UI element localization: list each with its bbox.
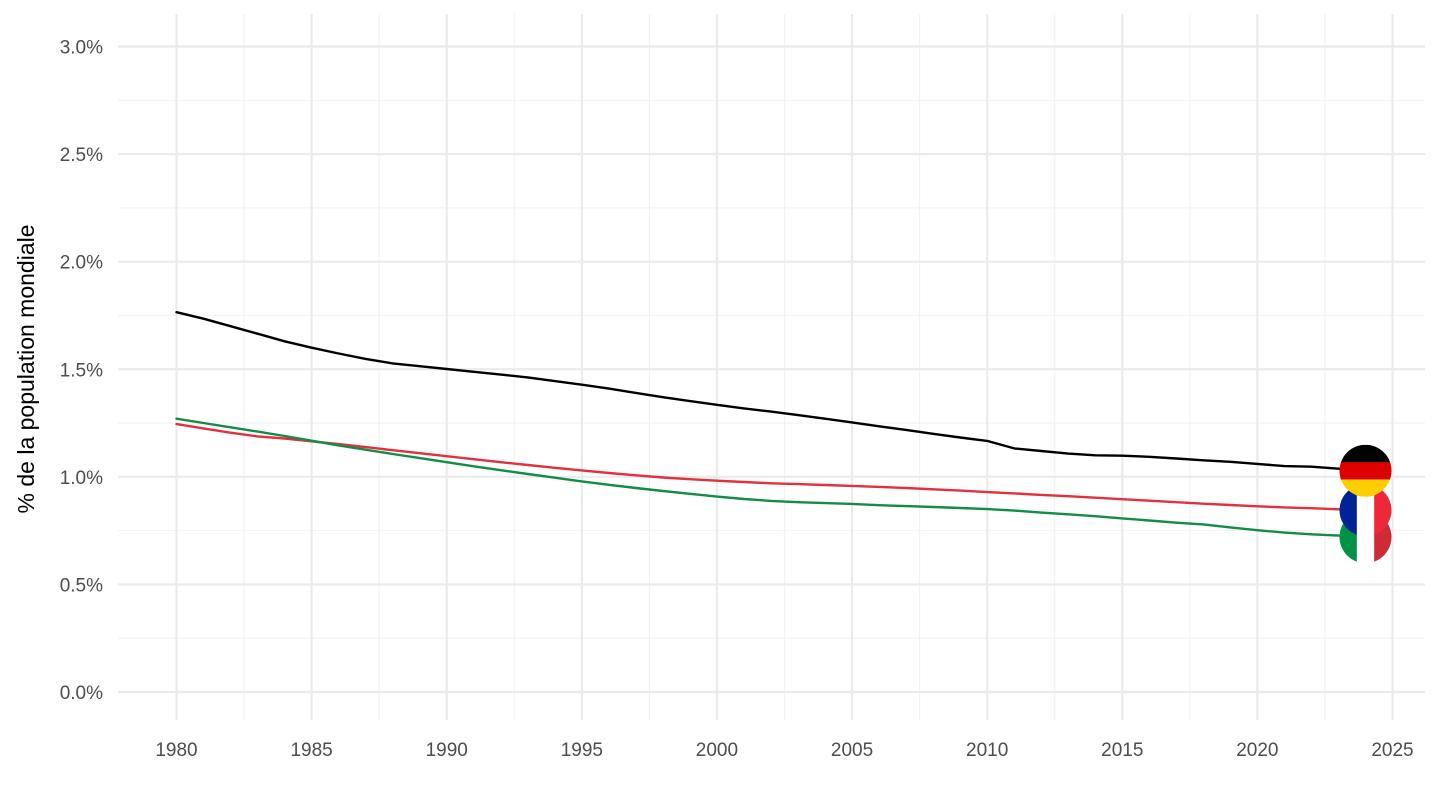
x-tick-label: 2000 [696, 740, 738, 761]
y-tick-label: 3.0% [60, 38, 103, 59]
x-axis-ticks: 1980 1985 1990 1995 2000 2005 2010 2015 2020 2025 [155, 740, 1413, 761]
flag-markers [1339, 444, 1392, 564]
x-tick-label: 1990 [426, 740, 468, 761]
x-tick-label: 1980 [155, 740, 197, 761]
x-tick-label: 2015 [1101, 740, 1143, 761]
y-axis-ticks: 0.0% 0.5% 1.0% 1.5% 2.0% 2.5% 3.0% [60, 38, 103, 705]
y-axis-title: % de la population mondiale [13, 225, 39, 514]
x-tick-label: 2005 [831, 740, 873, 761]
y-tick-label: 1.0% [60, 468, 103, 489]
y-tick-label: 2.5% [60, 145, 103, 166]
series-line-france [175, 422, 1367, 512]
series-line-italy [175, 417, 1367, 539]
x-tick-label: 1995 [561, 740, 603, 761]
y-tick-label: 0.5% [60, 575, 103, 596]
y-tick-label: 1.5% [60, 360, 103, 381]
y-tick-label: 0.0% [60, 683, 103, 704]
germany-flag-icon [1339, 444, 1392, 497]
x-tick-label: 2020 [1236, 740, 1278, 761]
x-tick-label: 2025 [1371, 740, 1413, 761]
x-tick-label: 1985 [290, 740, 332, 761]
grid [118, 14, 1425, 720]
series-line-germany [175, 311, 1367, 472]
france-flag-icon [1339, 484, 1392, 537]
y-tick-label: 2.0% [60, 253, 103, 274]
x-tick-label: 2010 [966, 740, 1008, 761]
series-lines [175, 311, 1367, 539]
